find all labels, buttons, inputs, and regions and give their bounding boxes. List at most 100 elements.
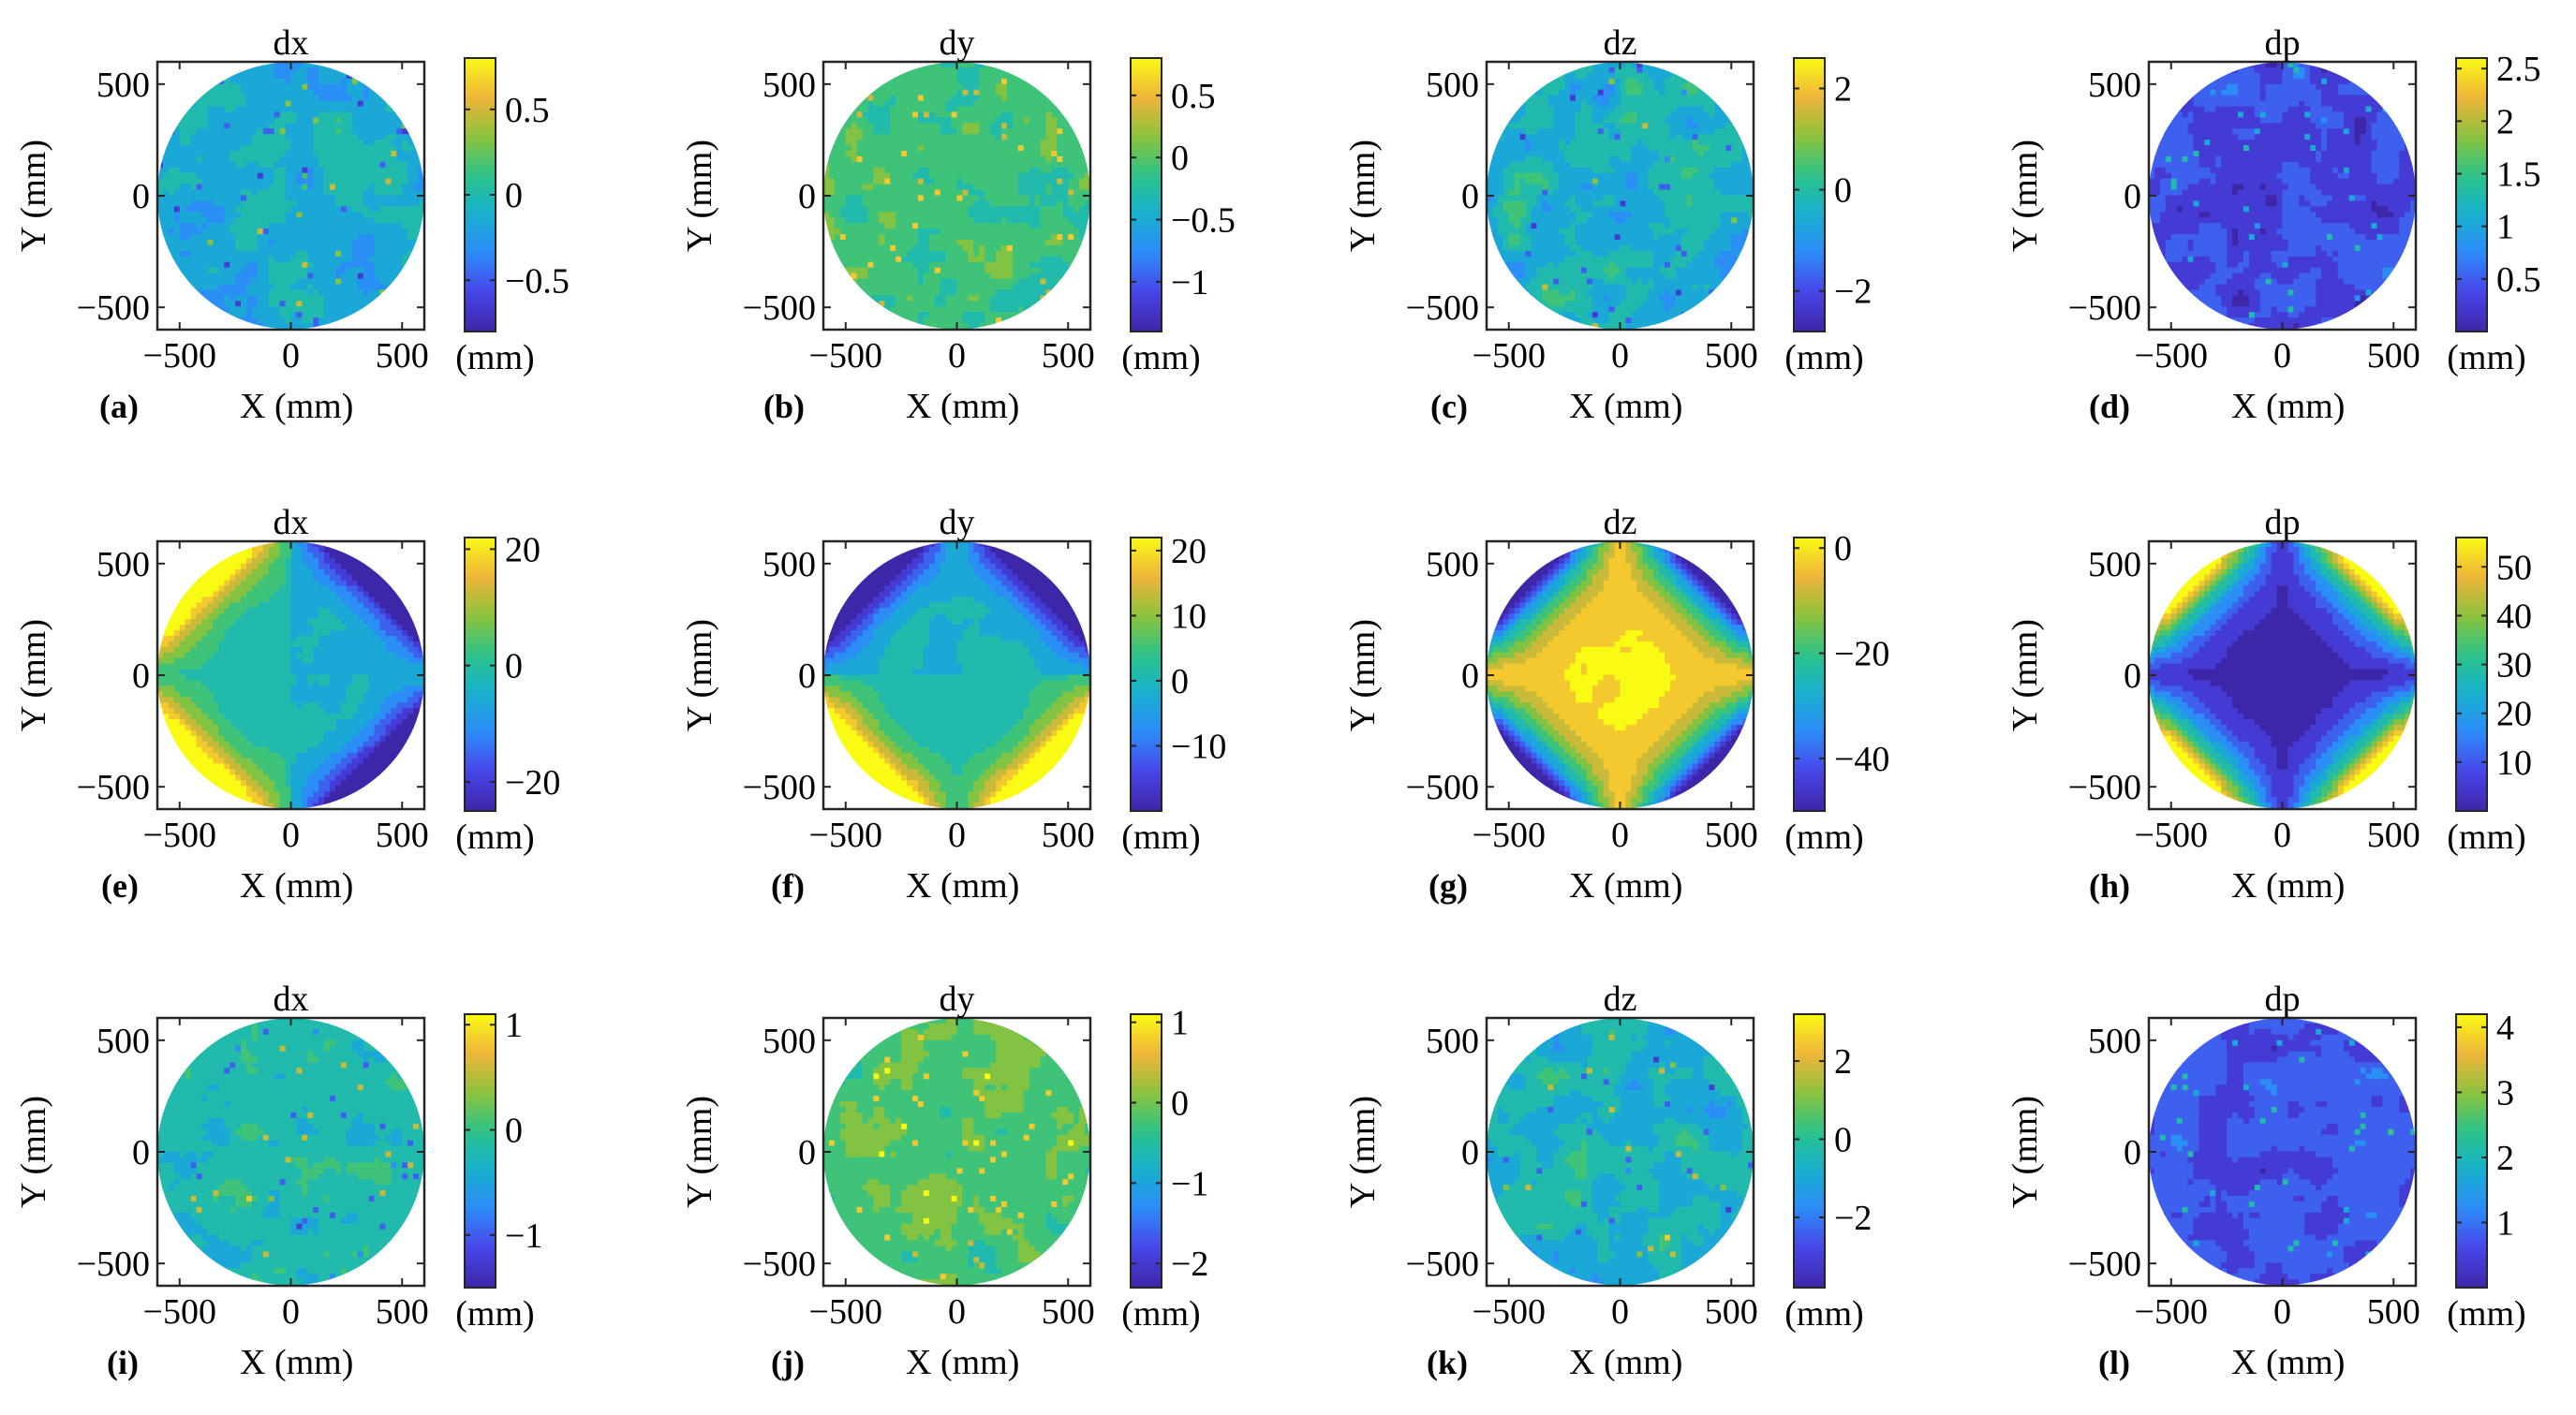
heatmap-cell: [1017, 100, 1025, 108]
heatmap-cell: [1006, 140, 1014, 146]
heatmap-cell: [912, 161, 919, 169]
heatmap-cell: [917, 223, 925, 229]
heatmap-cell: [1062, 167, 1069, 174]
heatmap-cell: [1536, 250, 1543, 258]
heatmap-cell: [274, 306, 281, 313]
heatmap-cell: [379, 278, 387, 286]
heatmap-cell: [990, 306, 997, 313]
heatmap-cell: [1553, 240, 1560, 246]
heatmap-cell: [274, 106, 281, 113]
heatmap-cell: [1580, 155, 1588, 163]
heatmap-cell: [318, 189, 325, 197]
heatmap-cell: [907, 189, 913, 197]
heatmap-cell: [839, 172, 847, 180]
heatmap-cell: [229, 223, 236, 229]
heatmap-cell: [285, 155, 292, 163]
heatmap-cell: [896, 106, 902, 113]
heatmap-cell: [257, 267, 264, 274]
heatmap-cell: [912, 273, 919, 280]
heatmap-cell: [1023, 100, 1030, 108]
heatmap-cell: [1620, 128, 1627, 135]
heatmap-cell: [1536, 167, 1543, 174]
heatmap-cell: [879, 123, 885, 129]
heatmap-cell: [956, 195, 964, 202]
heatmap-cell: [1497, 178, 1504, 185]
heatmap-cell: [1508, 140, 1516, 146]
heatmap-cell: [302, 123, 308, 129]
heatmap-cell: [1542, 223, 1548, 229]
heatmap-cell: [257, 273, 264, 280]
heatmap-cell: [251, 301, 259, 307]
heatmap-cell: [979, 178, 985, 185]
heatmap-cell: [839, 250, 847, 258]
heatmap-cell: [945, 323, 953, 330]
heatmap-cell: [1636, 172, 1643, 180]
heatmap-cell: [385, 250, 392, 258]
panel-title: dy: [940, 23, 975, 63]
heatmap-cell: [302, 134, 308, 140]
heatmap-cell: [1631, 223, 1637, 229]
heatmap-cell: [330, 134, 336, 140]
heatmap-cell: [1636, 256, 1643, 263]
heatmap-cell: [1023, 151, 1030, 157]
heatmap-cell: [357, 228, 364, 235]
heatmap-cell: [1034, 200, 1042, 207]
heatmap-cell: [324, 128, 331, 135]
heatmap-cell: [246, 317, 253, 324]
heatmap-cell: [307, 273, 314, 280]
heatmap-cell: [1051, 256, 1058, 263]
heatmap-cell: [901, 89, 908, 96]
heatmap-cell: [1570, 289, 1577, 296]
heatmap-cell: [173, 134, 181, 140]
heatmap-cell: [318, 184, 325, 191]
heatmap-cell: [1079, 151, 1086, 157]
heatmap-cell: [1023, 206, 1030, 213]
heatmap-cell: [834, 145, 841, 152]
heatmap-cell: [896, 134, 902, 140]
heatmap-cell: [368, 240, 376, 246]
heatmap-cell: [1542, 212, 1548, 218]
heatmap-cell: [313, 295, 319, 302]
heatmap-cell: [968, 172, 974, 180]
heatmap-cell: [1625, 250, 1632, 258]
heatmap-cell: [285, 228, 292, 235]
heatmap-cell: [912, 128, 919, 135]
heatmap-cell: [940, 117, 947, 124]
heatmap-cell: [856, 223, 864, 229]
heatmap-cell: [207, 189, 214, 197]
heatmap-cell: [1608, 250, 1616, 258]
heatmap-cell: [1614, 66, 1621, 74]
heatmap-cell: [1531, 206, 1538, 213]
heatmap-cell: [1591, 140, 1599, 146]
heatmap-cell: [951, 78, 958, 85]
heatmap-cell: [330, 167, 336, 174]
heatmap-cell: [1012, 123, 1019, 129]
heatmap-cell: [1012, 172, 1019, 180]
heatmap-cell: [379, 172, 387, 180]
heatmap-cell: [407, 151, 414, 157]
heatmap-cell: [1559, 95, 1565, 102]
heatmap-cell: [856, 145, 864, 152]
heatmap-cell: [218, 295, 225, 302]
heatmap-cell: [357, 100, 364, 108]
heatmap-cell: [241, 312, 247, 318]
heatmap-cell: [1564, 212, 1571, 218]
heatmap-cell: [1636, 189, 1643, 197]
heatmap-cell: [968, 323, 974, 330]
heatmap-cell: [279, 100, 287, 108]
heatmap-cell: [241, 145, 247, 152]
heatmap-cell: [290, 117, 298, 124]
heatmap-cell: [207, 223, 214, 229]
heatmap-cell: [407, 228, 414, 235]
heatmap-cell: [1497, 140, 1504, 146]
heatmap-cell: [379, 128, 387, 135]
heatmap-cell: [413, 189, 420, 197]
heatmap-cell: [1012, 178, 1019, 185]
heatmap-cell: [262, 123, 270, 129]
heatmap-cell: [346, 261, 353, 269]
heatmap-cell: [340, 140, 348, 146]
heatmap-cell: [179, 145, 186, 152]
heatmap-cell: [1542, 273, 1548, 280]
heatmap-cell: [945, 234, 953, 241]
heatmap-cell: [385, 184, 392, 191]
